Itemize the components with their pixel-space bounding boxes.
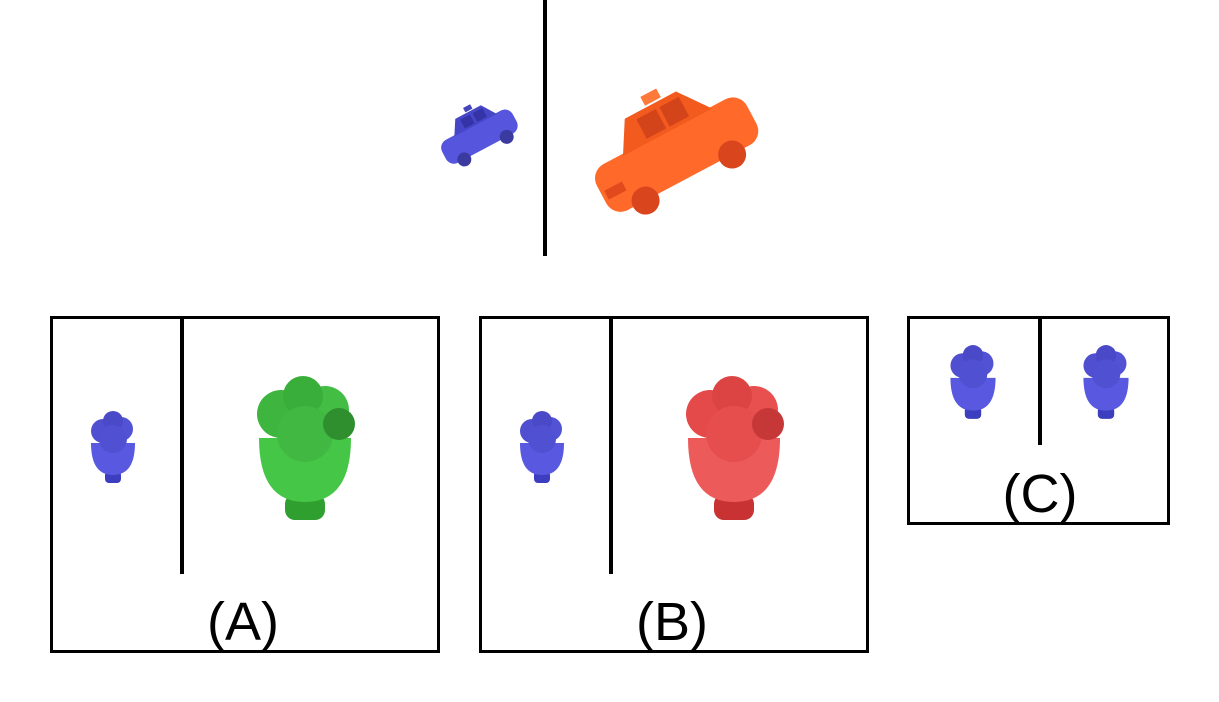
option-c-label: (C) xyxy=(1002,464,1078,524)
option-b-panel[interactable]: (B) xyxy=(479,316,869,653)
plant-pot-icon xyxy=(91,411,135,483)
plant-pot-icon xyxy=(257,376,355,520)
car-icon xyxy=(441,104,518,167)
plant-pot-icon xyxy=(950,345,996,419)
car-icon xyxy=(595,88,759,215)
option-a-panel[interactable]: (A) xyxy=(50,316,440,653)
plant-pot-icon xyxy=(520,411,564,483)
option-b-separator xyxy=(609,319,613,574)
plant-pot-icon xyxy=(686,376,784,520)
option-a-label: (A) xyxy=(207,592,279,652)
option-a-separator xyxy=(180,319,184,574)
option-c-panel[interactable]: (C) xyxy=(907,316,1170,525)
option-c-separator xyxy=(1038,319,1042,445)
option-b-label: (B) xyxy=(636,592,708,652)
example-separator xyxy=(543,0,547,256)
plant-pot-icon xyxy=(1083,345,1129,419)
